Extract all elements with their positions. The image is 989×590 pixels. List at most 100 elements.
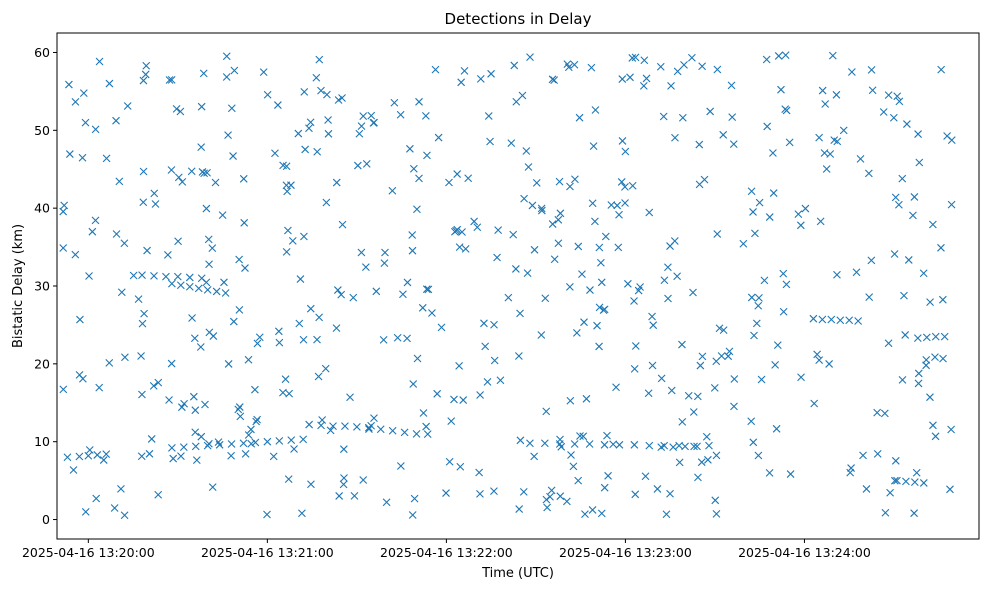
data-point — [322, 198, 331, 207]
data-point — [656, 62, 665, 71]
data-point — [578, 270, 586, 279]
data-point — [607, 201, 616, 209]
data-point — [300, 87, 309, 96]
data-point — [388, 186, 397, 195]
data-point — [434, 133, 443, 142]
data-point — [727, 81, 736, 90]
data-point — [59, 207, 68, 216]
data-point — [615, 440, 624, 449]
data-point — [433, 389, 442, 398]
data-point — [341, 422, 349, 431]
data-point — [167, 444, 176, 452]
data-point — [919, 269, 928, 278]
data-point — [413, 205, 421, 214]
data-point — [229, 317, 238, 326]
data-point — [520, 194, 528, 203]
data-point — [782, 106, 791, 115]
data-point — [167, 279, 176, 288]
data-point — [365, 425, 373, 434]
data-point — [422, 285, 431, 294]
data-point — [247, 425, 255, 434]
data-point — [200, 169, 209, 178]
data-point — [815, 356, 824, 364]
data-point — [176, 107, 185, 116]
data-point — [487, 69, 495, 78]
data-point — [543, 503, 552, 512]
data-point — [671, 133, 679, 142]
data-point — [719, 326, 728, 335]
data-point — [623, 279, 632, 288]
data-point — [85, 272, 93, 280]
data-point — [476, 391, 485, 399]
data-point — [306, 304, 315, 313]
data-point — [801, 204, 810, 213]
data-point — [359, 476, 368, 484]
data-point — [585, 440, 594, 448]
data-point — [666, 489, 674, 498]
data-point — [660, 276, 669, 285]
data-point — [902, 477, 910, 486]
data-point — [728, 113, 737, 122]
data-point — [381, 248, 389, 257]
data-point — [150, 271, 158, 280]
data-point — [673, 67, 682, 76]
data-point — [675, 458, 684, 467]
data-point — [177, 452, 185, 461]
data-point — [298, 509, 306, 518]
data-point — [484, 112, 493, 120]
data-point — [453, 170, 462, 178]
data-point — [890, 476, 899, 485]
data-point — [390, 98, 399, 107]
data-point — [169, 454, 178, 463]
data-point — [689, 408, 698, 416]
data-point — [563, 60, 572, 68]
data-point — [180, 399, 188, 408]
data-point — [818, 86, 827, 95]
data-point — [154, 490, 163, 499]
data-point — [630, 297, 638, 305]
data-point — [192, 456, 201, 465]
data-point — [396, 462, 405, 470]
data-point — [688, 53, 696, 62]
data-point — [664, 263, 672, 272]
data-point — [99, 456, 108, 464]
data-point — [648, 361, 657, 370]
data-point — [230, 66, 239, 75]
data-point — [530, 245, 539, 254]
data-point — [361, 263, 370, 271]
data-point — [580, 318, 588, 327]
data-point — [884, 339, 893, 348]
data-point — [516, 309, 524, 318]
data-point — [526, 439, 534, 448]
data-point — [895, 97, 904, 106]
data-point — [570, 60, 579, 69]
data-point — [816, 217, 825, 226]
data-point — [757, 375, 766, 384]
data-point — [752, 319, 761, 328]
data-point — [63, 453, 72, 462]
data-point — [476, 74, 485, 83]
data-point — [211, 178, 220, 187]
data-point — [873, 449, 882, 458]
data-point — [713, 230, 722, 238]
data-point — [79, 89, 88, 98]
data-point — [541, 294, 550, 303]
data-point — [554, 239, 563, 248]
data-point — [162, 272, 170, 281]
data-point — [137, 352, 145, 360]
data-point — [218, 211, 227, 220]
data-point — [329, 422, 337, 431]
data-point — [810, 399, 819, 408]
data-point — [704, 455, 712, 464]
data-point — [915, 158, 924, 167]
plot-frame — [56, 32, 980, 540]
data-point — [191, 442, 200, 451]
data-point — [105, 358, 114, 367]
data-point — [904, 256, 913, 264]
data-point — [305, 124, 313, 133]
data-point — [75, 452, 84, 461]
data-point — [504, 293, 513, 302]
data-point — [555, 177, 564, 186]
data-point — [845, 316, 854, 325]
data-point — [512, 97, 521, 106]
